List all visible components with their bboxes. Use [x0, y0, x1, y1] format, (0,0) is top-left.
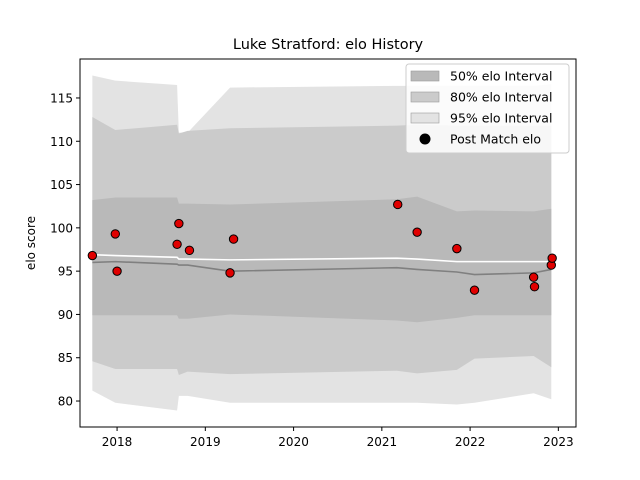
x-tick-label: 2020: [278, 435, 309, 449]
x-tick-label: 2021: [367, 435, 398, 449]
legend-label: 95% elo Interval: [450, 111, 552, 126]
series-line-0: [92, 260, 552, 276]
data-point: [529, 282, 540, 292]
legend-box: [405, 63, 570, 154]
y-tick-label: 95: [58, 265, 73, 279]
legend-label: 80% elo Interval: [450, 90, 552, 105]
legend: 50% elo Interval 80% elo Interval 95% elo …: [405, 63, 570, 154]
legend-marker: [419, 133, 431, 145]
legend-swatch: [410, 70, 440, 82]
legend-label: 50% elo Interval: [450, 69, 552, 84]
data-point: [110, 229, 121, 239]
data-point: [393, 199, 403, 210]
y-tick-label: 80: [58, 395, 73, 409]
y-tick-label: 100: [50, 221, 73, 235]
legend-swatch: [410, 112, 440, 124]
data-point: [228, 234, 239, 244]
y-tick-label: 90: [58, 308, 73, 322]
data-point: [547, 253, 557, 263]
y-tick-label: 105: [50, 178, 73, 192]
data-point: [528, 272, 539, 282]
y-tick-label: 85: [58, 351, 73, 365]
axes-frame: [79, 58, 577, 428]
data-point: [452, 243, 462, 254]
data-point: [112, 266, 122, 276]
chart-title: Luke Stratford: elo History: [233, 37, 424, 53]
x-tick-label: 2018: [102, 435, 133, 449]
legend-swatch: [410, 91, 440, 103]
y-tick-label: 110: [50, 135, 73, 149]
x-tick-label: 2019: [190, 435, 221, 449]
data-point: [174, 218, 184, 229]
y-tick-label: 115: [50, 91, 73, 105]
x-tick-label: 2023: [543, 435, 574, 449]
data-point: [412, 227, 422, 237]
data-point: [87, 250, 98, 261]
data-point: [184, 245, 195, 256]
data-point: [225, 268, 235, 278]
x-tick-label: 2022: [455, 435, 486, 449]
data-point: [469, 285, 480, 295]
legend-label: Post Match elo: [450, 132, 541, 147]
series-line-1: [92, 253, 552, 263]
y-axis-label: elo score: [24, 216, 38, 270]
data-point: [172, 239, 182, 250]
plot-area: 2018 2019 2020 2021 2022 2023 80 85 90 95 100 105 11…: [50, 58, 577, 449]
